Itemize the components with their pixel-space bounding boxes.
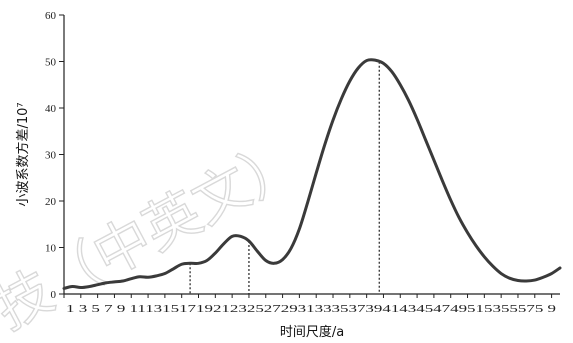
y-tick-label: 40 — [45, 103, 57, 115]
series-line — [62, 58, 562, 290]
reference-lines — [189, 61, 380, 294]
y-tick-label: 20 — [45, 196, 57, 208]
tick-labels: 0 10 20 30 40 50 60 1 3 5 7 9 11131517192123252… — [45, 10, 557, 315]
y-axis-label: 小波系数方差/10⁷ — [15, 102, 31, 206]
y-tick-label: 50 — [45, 57, 57, 69]
series-layer — [62, 58, 562, 290]
axes — [59, 14, 560, 298]
x-tick-labels: 1 3 5 7 9 111315171921232527293133353739… — [66, 303, 557, 315]
y-tick-label: 60 — [45, 10, 57, 22]
x-axis-label: 时间尺度/a — [280, 324, 344, 340]
y-tick-label: 10 — [45, 243, 57, 255]
y-tick-label: 30 — [45, 150, 57, 162]
y-tick-label: 0 — [51, 289, 57, 301]
